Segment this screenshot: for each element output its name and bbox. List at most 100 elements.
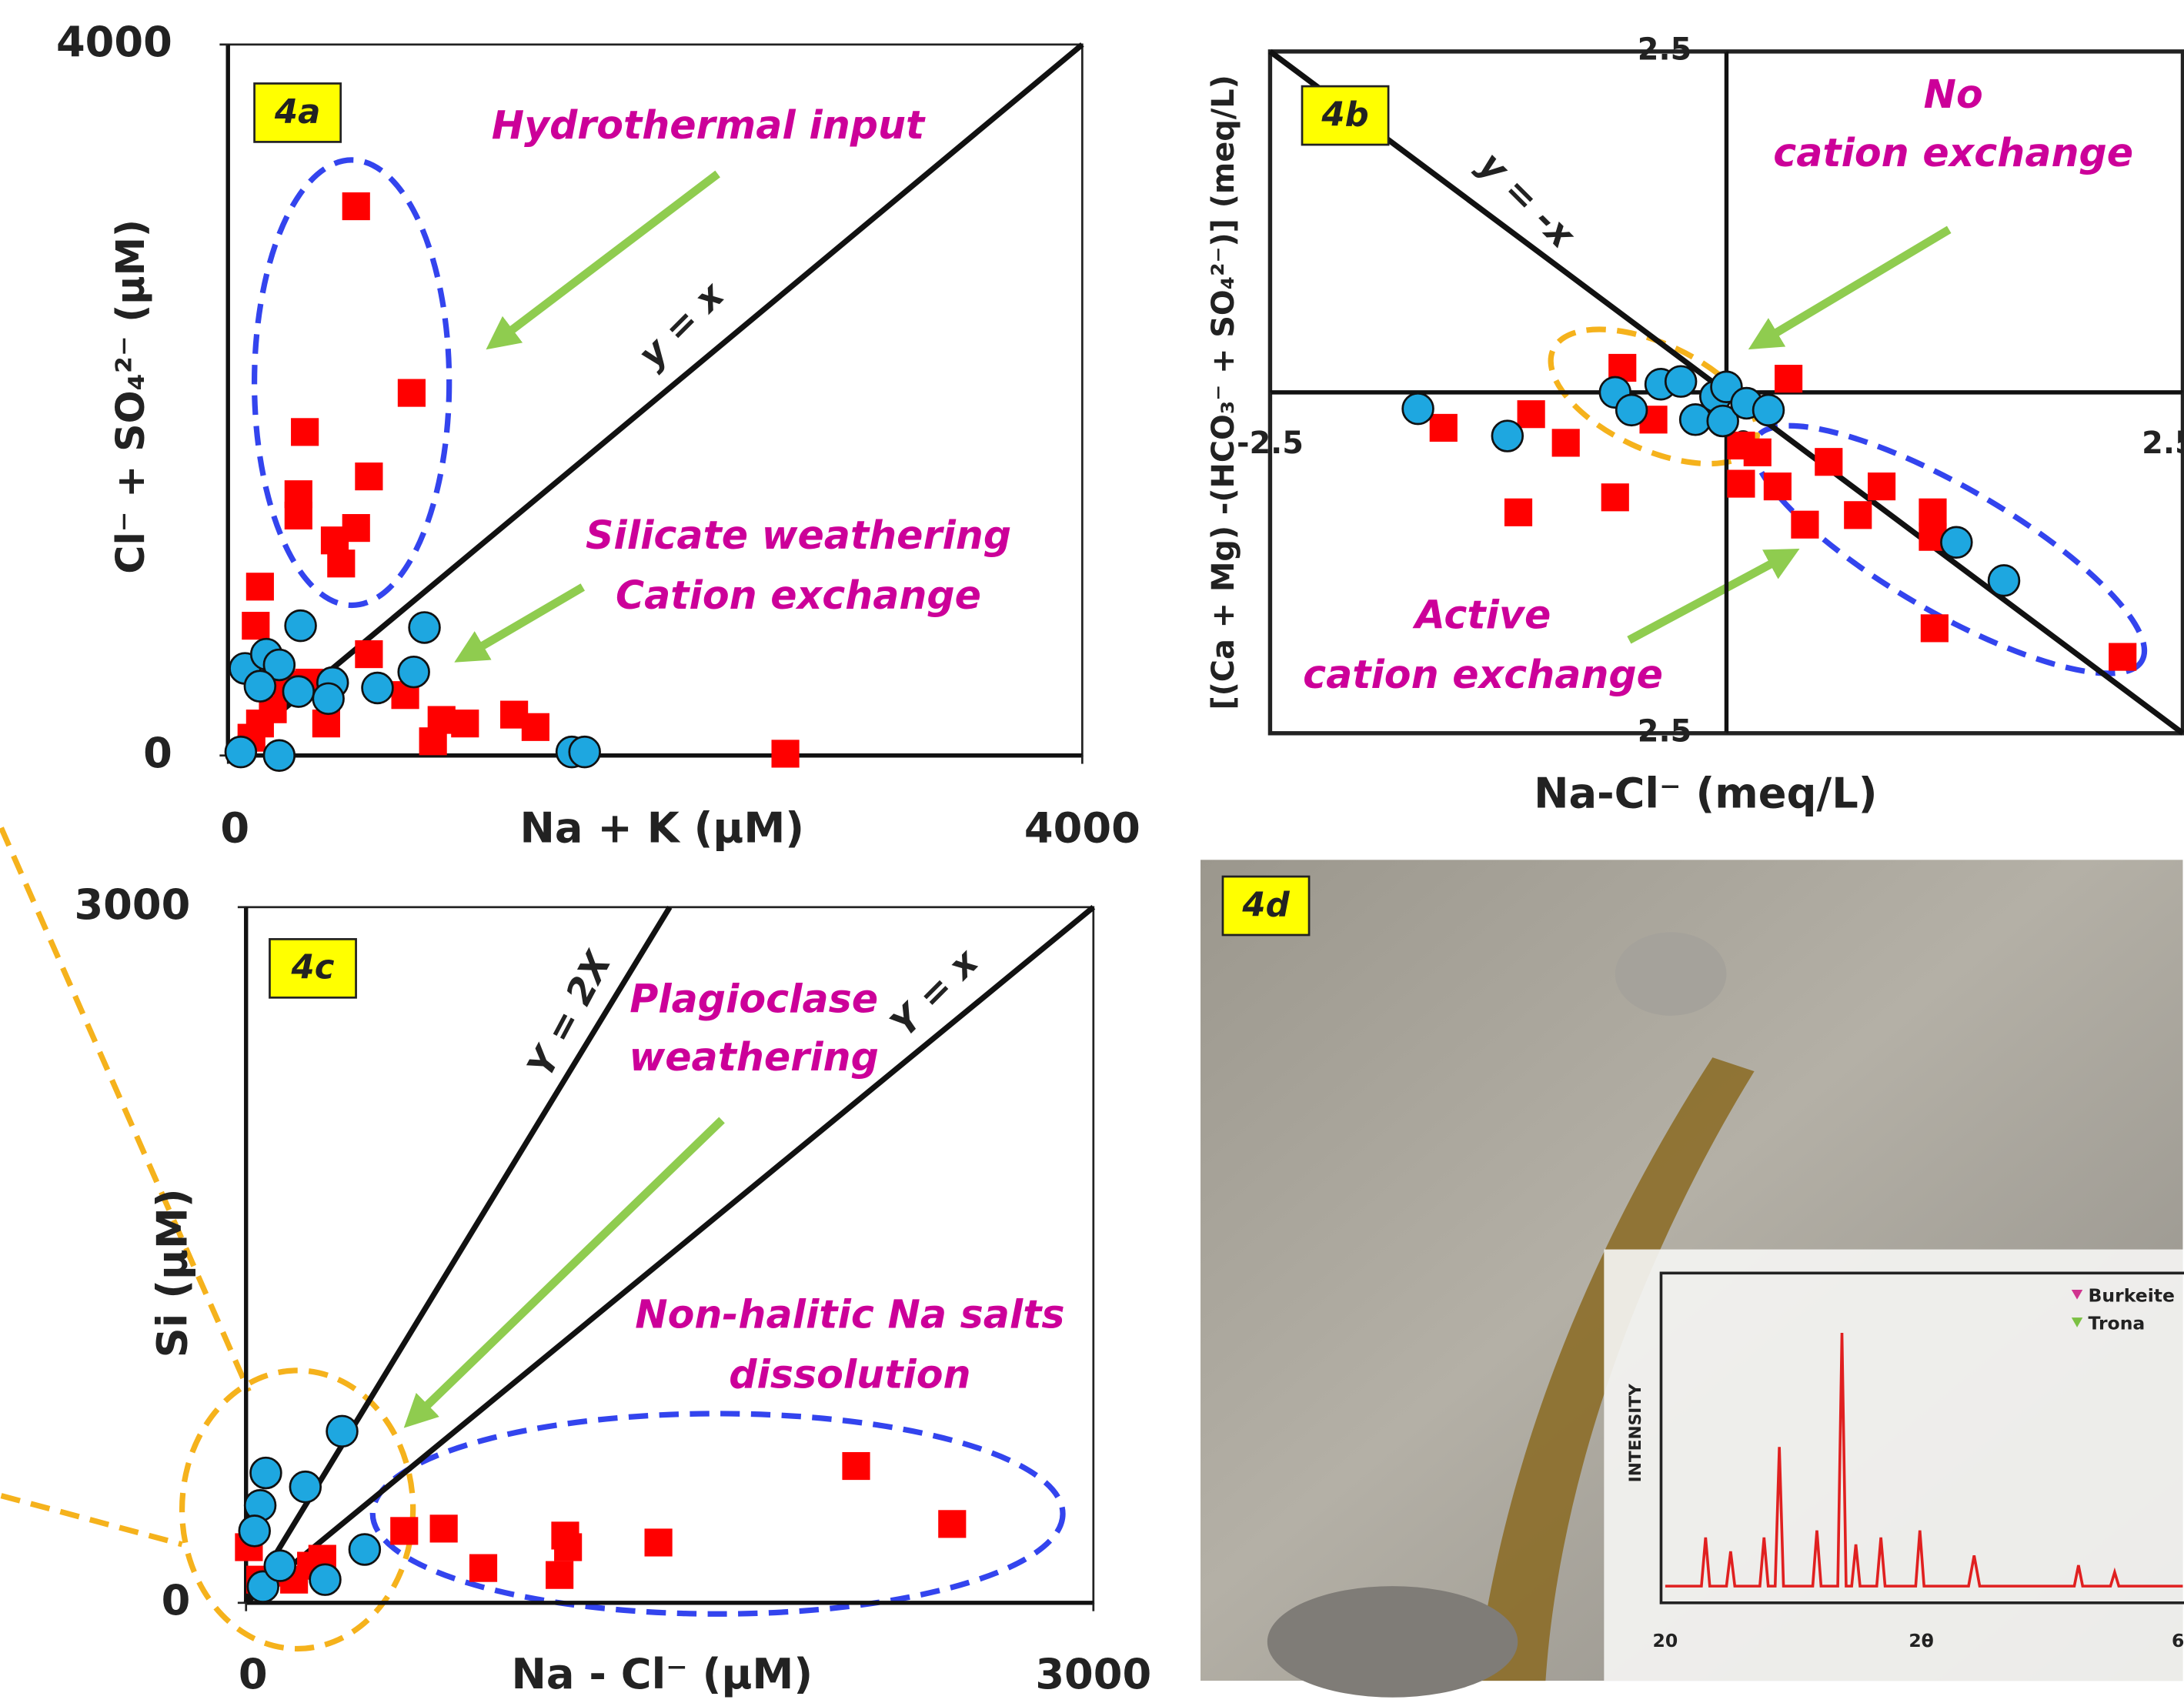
data-point [251, 1458, 282, 1488]
data-point [355, 640, 382, 668]
data-point [1989, 565, 2019, 596]
y-axis-title: Si (µM) [149, 1188, 197, 1357]
data-point [225, 736, 256, 767]
y-tick-label: 2.5 [1638, 713, 1691, 749]
data-point [264, 740, 295, 771]
data-point [313, 683, 344, 714]
data-point [1941, 527, 1972, 558]
annotation: Plagioclase [629, 976, 878, 1021]
data-point [554, 1533, 582, 1561]
data-point [1492, 421, 1523, 452]
x-tick-label: -2.5 [1237, 426, 1304, 461]
data-point [291, 418, 319, 446]
inset-y-label: INTENSITY [1626, 1384, 1645, 1482]
annotation: Silicate weathering [586, 513, 1011, 558]
y-axis-title: Cl⁻ + SO₄²⁻ (µM) [108, 219, 153, 574]
inset-legend: Trona [2089, 1313, 2146, 1334]
data-point [1775, 365, 1802, 392]
data-point [283, 676, 314, 707]
x-axis-title: Na - Cl⁻ (µM) [512, 1650, 813, 1698]
data-point [451, 710, 479, 737]
reference-line-label: y = x [630, 273, 733, 376]
data-point [1744, 439, 1772, 466]
annotation: Cation exchange [616, 573, 981, 618]
panel-label: 4c [291, 949, 335, 987]
data-point [349, 1534, 380, 1565]
data-point [1504, 499, 1532, 526]
data-point [2109, 643, 2136, 671]
data-point [645, 1528, 673, 1556]
data-point [1430, 414, 1458, 442]
data-point [327, 1416, 358, 1447]
data-point [399, 656, 429, 687]
x-tick-label: 0 [239, 1650, 268, 1698]
x-axis-title: Na-Cl⁻ (meq/L) [1534, 769, 1877, 817]
panel-label: 4a [274, 93, 320, 132]
data-point [285, 502, 312, 529]
data-point [327, 549, 355, 577]
data-point [569, 736, 600, 767]
annotation: Non-halitic Na salts [635, 1292, 1064, 1337]
x-tick-label: 4000 [1024, 804, 1140, 853]
data-point [1764, 472, 1792, 500]
data-point [310, 1564, 341, 1595]
data-point [342, 514, 370, 542]
data-point [362, 673, 393, 703]
page: {"chart_data": [ {"type": "scatter", "la… [0, 0, 2184, 1703]
data-point [290, 1471, 321, 1502]
x-tick-label: 0 [220, 804, 249, 853]
x-tick-label: 2.5 [2142, 426, 2184, 461]
y-tick-label: 0 [143, 729, 172, 777]
annotation: Active [1412, 592, 1551, 637]
y-tick-label: 3000 [74, 880, 190, 929]
figure: 4d INTENSITY 2θ 20 60 Burkeite Trona y =… [0, 0, 2184, 1703]
annotation: Hydrothermal input [492, 102, 926, 148]
panel-label: 4d [1241, 886, 1290, 924]
data-point [1844, 501, 1872, 529]
data-point [245, 671, 276, 702]
data-point [242, 612, 269, 639]
data-point [398, 379, 426, 406]
data-point [1868, 472, 1895, 500]
y-tick-label: 4000 [56, 18, 172, 66]
data-point [1727, 469, 1755, 497]
data-point [522, 713, 549, 741]
data-point [1921, 614, 1949, 642]
data-point [265, 1551, 296, 1581]
data-point [1403, 393, 1434, 424]
data-point [938, 1510, 966, 1538]
inset-x-tick: 20 [1653, 1630, 1678, 1651]
data-point [469, 1554, 497, 1582]
data-point [1665, 366, 1696, 397]
y-tick-label: 2.5 [1638, 32, 1691, 67]
x-tick-label: 3000 [1035, 1650, 1151, 1698]
data-point [546, 1561, 573, 1589]
y-tick-label: 0 [162, 1576, 191, 1625]
data-point [355, 462, 382, 490]
panel-label: 4b [1321, 95, 1368, 134]
data-point [1552, 429, 1580, 456]
annotation: weathering [629, 1034, 878, 1080]
annotation: cation exchange [1773, 130, 2133, 175]
x-axis-title: Na + K (µM) [520, 804, 805, 853]
annotation: cation exchange [1303, 652, 1663, 697]
data-point [1518, 400, 1545, 428]
inset-x-tick: 60 [2172, 1630, 2184, 1651]
data-point [246, 573, 274, 600]
photo-panel: 4d INTENSITY 2θ 20 60 Burkeite Trona [1201, 860, 2184, 1697]
data-point [1815, 448, 1842, 476]
data-point [409, 613, 440, 643]
y-axis-title: [(Ca + Mg) -(HCO₃⁻ + SO₄²⁻)] (meq/L) [1206, 75, 1241, 710]
data-point [771, 740, 799, 767]
data-point [430, 1514, 458, 1542]
data-point [842, 1452, 870, 1480]
data-point [1919, 499, 1946, 526]
reference-line-label: Y = x [883, 940, 988, 1046]
annotation: dissolution [729, 1351, 970, 1397]
inset-legend: Burkeite [2089, 1285, 2175, 1307]
data-point [390, 1517, 418, 1544]
data-point [239, 1516, 270, 1547]
annotation: No [1924, 72, 1983, 117]
data-point [1753, 395, 1784, 426]
data-point [1616, 395, 1647, 426]
